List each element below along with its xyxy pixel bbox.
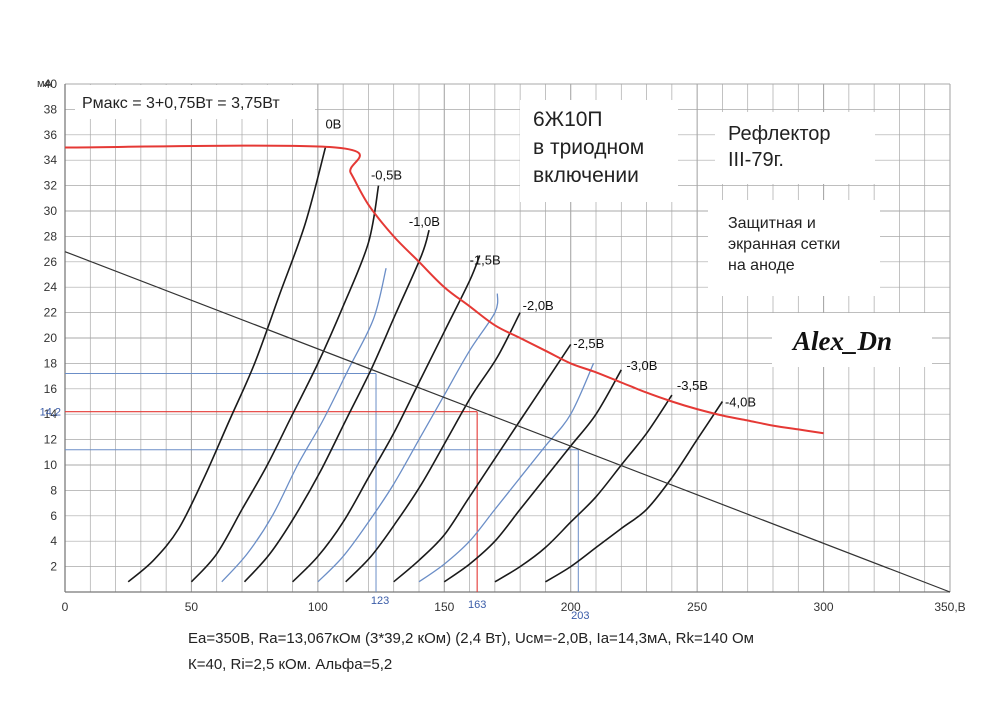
curve-label: -3,5В — [677, 378, 708, 393]
curve-label: -2,5В — [573, 336, 604, 351]
y-tick-label: 6 — [50, 509, 57, 523]
chart-title: 6Ж10П в триодном включении — [533, 108, 644, 187]
note-label: Защитная и экранная сетки на аноде — [728, 215, 840, 274]
curve-label: 0В — [325, 116, 341, 131]
curve-label: -4,0В — [725, 395, 756, 410]
y-tick-label: 32 — [44, 179, 58, 193]
y-tick-label: 26 — [44, 255, 58, 269]
y-tick-label: 2 — [50, 560, 57, 574]
pmax-curve — [64, 144, 824, 435]
note-box — [708, 200, 880, 296]
grid-voltage-curve — [243, 229, 430, 583]
grid-voltage-curve — [443, 369, 622, 583]
y-tick-label: 8 — [50, 483, 57, 497]
x-tick-label: 0 — [62, 600, 69, 614]
operating-point-guides — [65, 373, 579, 592]
y-tick-label: 4 — [50, 534, 57, 548]
grid-voltage-curve — [544, 401, 724, 583]
operating-current-label: 14,2 — [40, 407, 61, 419]
y-tick-label: 24 — [44, 280, 58, 294]
annotation-boxes: Рмакс = 3+0,75Вт = 3,75Вт 6Ж10П в триодном… — [75, 85, 932, 367]
x-tick-label: 200 — [561, 600, 581, 614]
grid-voltage-curves — [127, 147, 724, 583]
grid-voltage-curve — [345, 312, 521, 583]
grid-voltage-curve — [292, 255, 481, 583]
y-tick-label: 12 — [44, 433, 58, 447]
operating-x-left-label: 123 — [371, 595, 389, 607]
y-tick-label: 28 — [44, 229, 58, 243]
curve-label: -1,5В — [470, 252, 501, 267]
x-tick-label: 300 — [814, 600, 834, 614]
title-box — [520, 100, 678, 202]
y-tick-label: 36 — [44, 128, 58, 142]
x-tick-label: 150 — [434, 600, 454, 614]
grid-voltage-curve — [190, 185, 380, 583]
y-tick-label: 16 — [44, 382, 58, 396]
y-tick-label: 34 — [44, 153, 58, 167]
operating-x-right-label: 203 — [571, 610, 589, 622]
y-tick-label: 38 — [44, 102, 58, 116]
half-step-curve — [221, 268, 387, 583]
y-tick-label: 40 — [44, 77, 58, 91]
author-label: Alex_Dn — [791, 326, 892, 356]
curve-label: -1,0В — [409, 214, 440, 229]
curve-label: -3,0В — [626, 358, 657, 373]
operating-x-center-label: 163 — [468, 599, 486, 611]
half-step-curve — [317, 293, 499, 583]
overlay-lines — [64, 144, 951, 593]
grid-voltage-curve — [393, 343, 572, 583]
pmax-label: Рмакс = 3+0,75Вт = 3,75Вт — [82, 95, 280, 112]
y-tick-label: 20 — [44, 331, 58, 345]
source-label: Рефлектор III-79г. — [728, 123, 831, 171]
x-tick-label: 100 — [308, 600, 328, 614]
y-tick-label: 14 — [44, 407, 58, 421]
y-tick-label: 18 — [44, 356, 58, 370]
curve-label: -0,5В — [371, 167, 402, 182]
parameters-caption-line1: Ea=350В, Ra=13,067кОм (3*39,2 кОм) (2,4 … — [188, 630, 754, 647]
y-axis-unit-label: мА — [37, 78, 53, 90]
curve-label: -2,0В — [523, 298, 554, 313]
parameters-caption-line2: К=40, Ri=2,5 кОм. Альфа=5,2 — [188, 656, 393, 673]
y-tick-label: 30 — [44, 204, 58, 218]
source-box — [715, 112, 875, 184]
pmax-box — [75, 85, 315, 119]
grid-voltage-curve — [494, 394, 673, 583]
x-tick-label: 250 — [687, 600, 707, 614]
x-tick-label: 350,В — [934, 600, 965, 614]
y-tick-label: 10 — [44, 458, 58, 472]
load-line — [64, 251, 951, 593]
grid-voltage-curve — [127, 147, 327, 583]
y-tick-label: 22 — [44, 306, 58, 320]
author-box — [772, 313, 932, 367]
half-step-curve — [418, 363, 595, 583]
x-tick-label: 50 — [185, 600, 199, 614]
